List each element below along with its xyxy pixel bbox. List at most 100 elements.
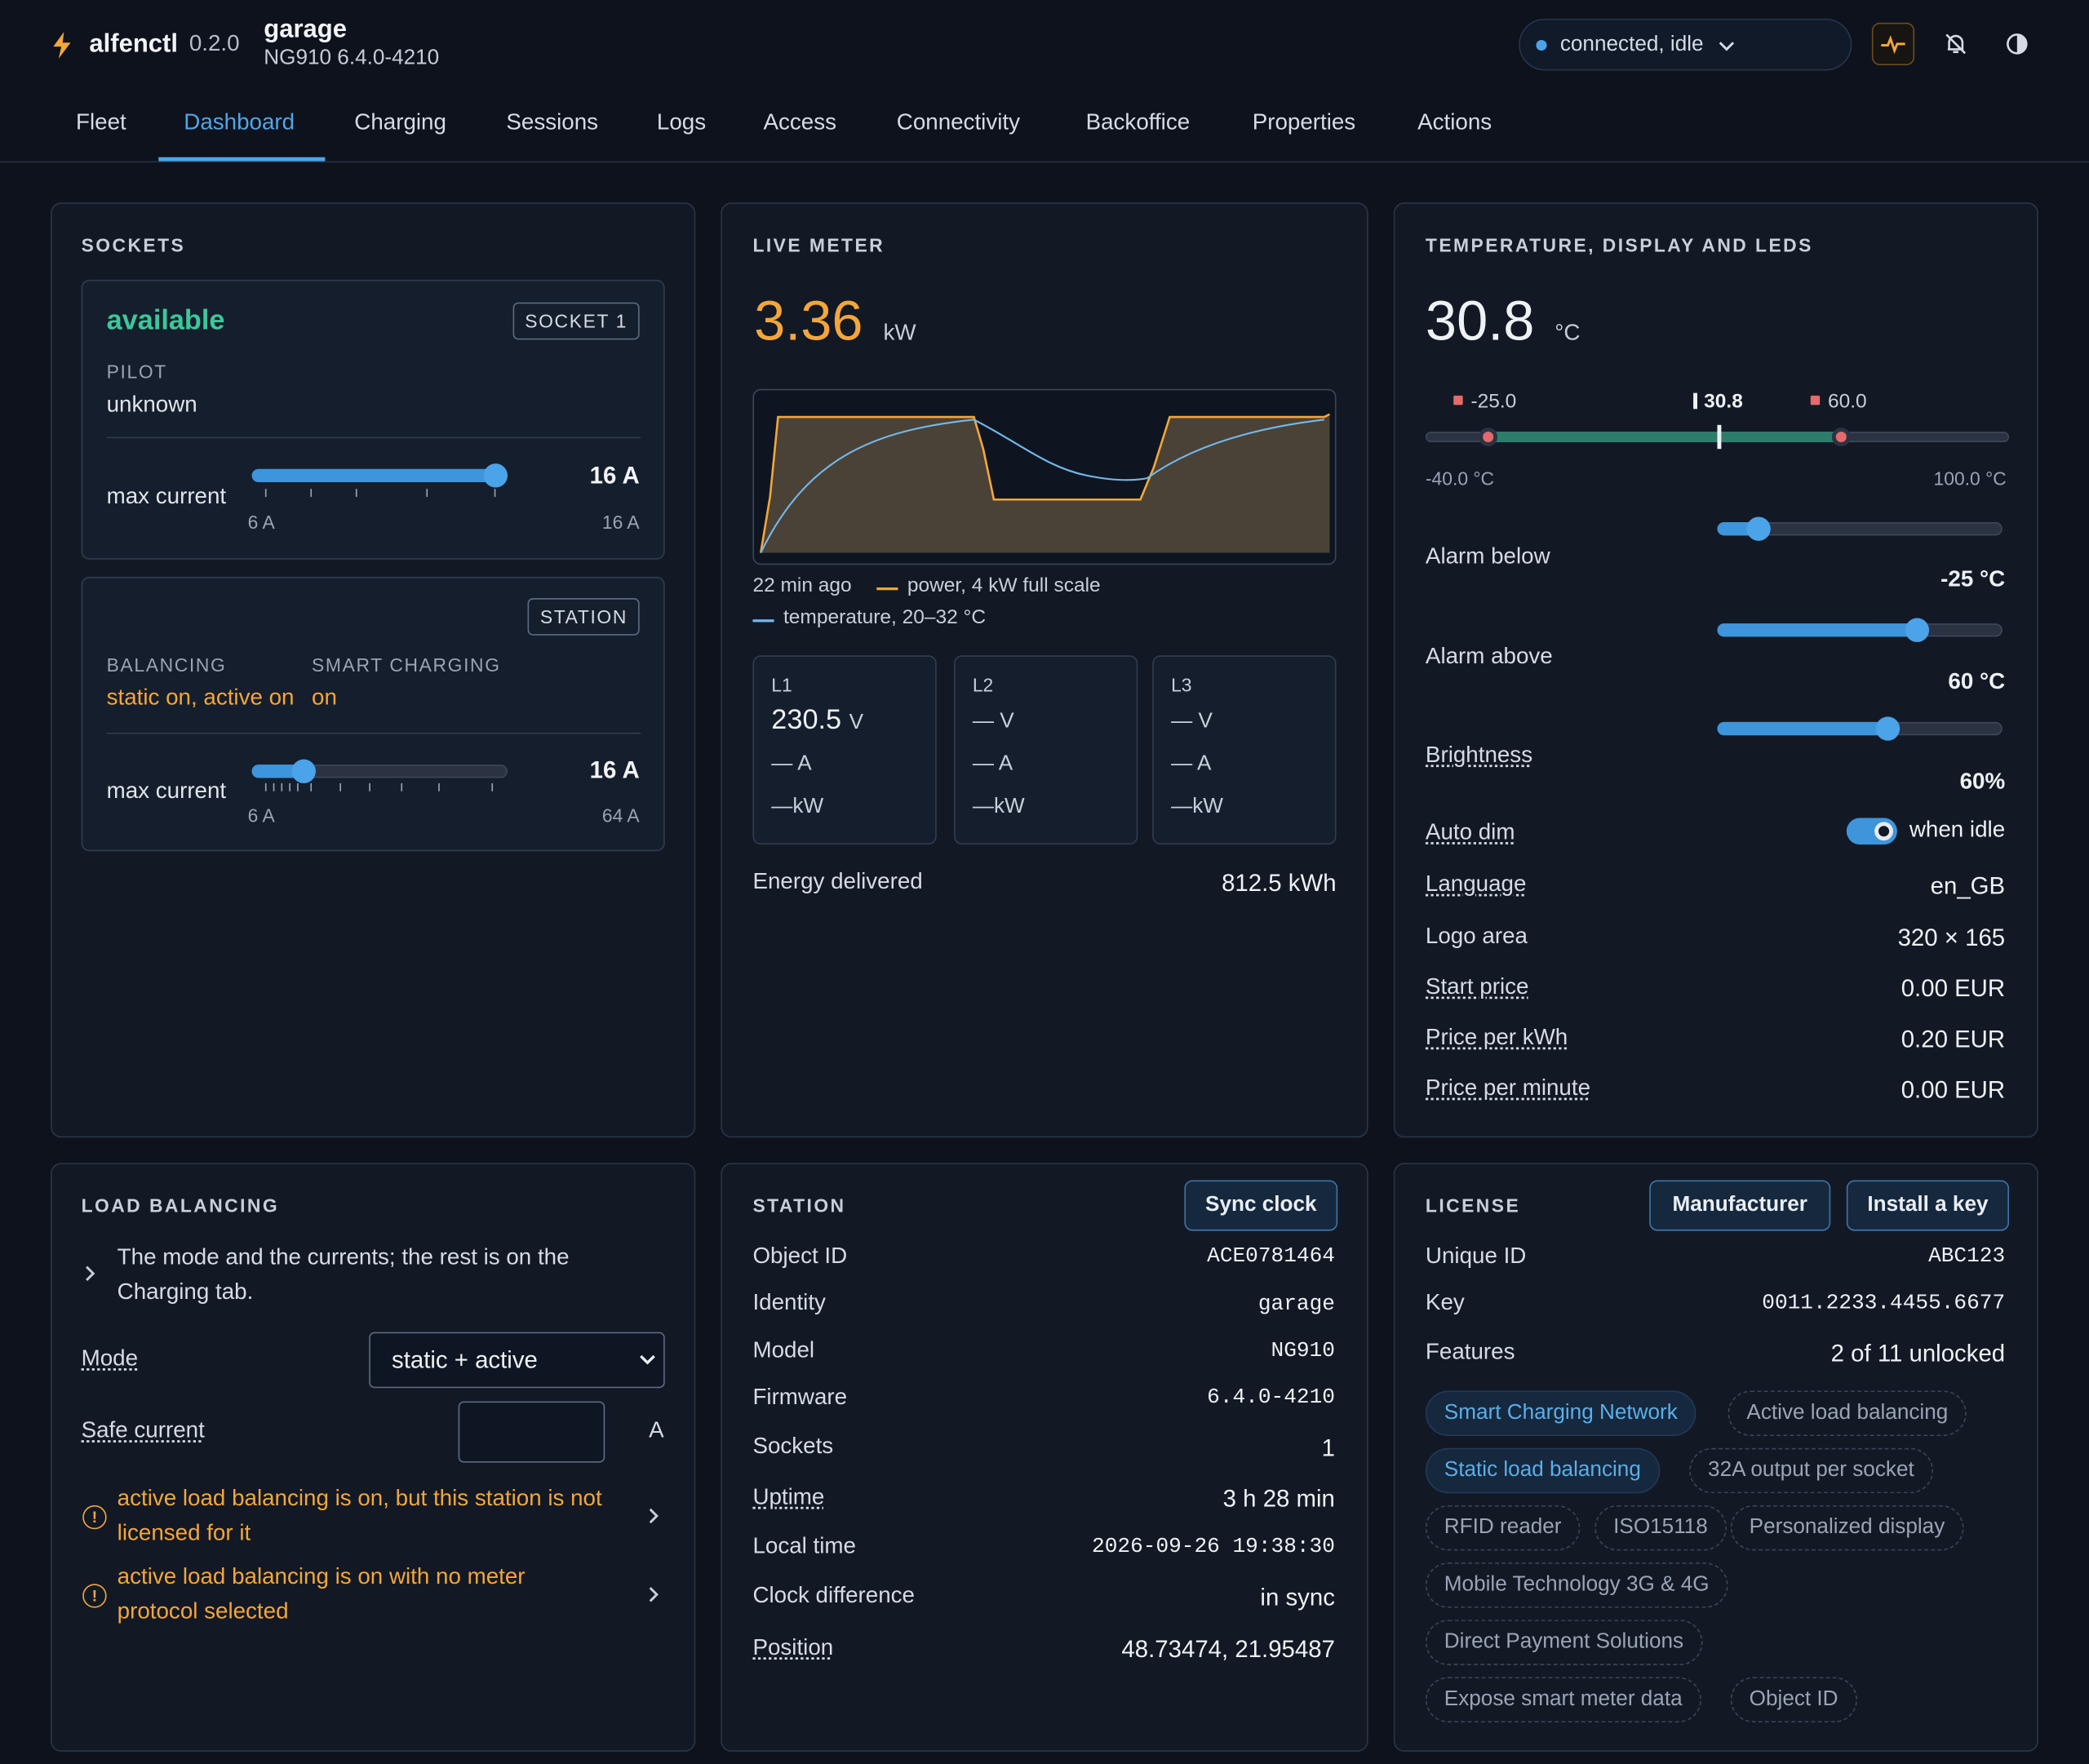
phase-voltage: — V: [973, 710, 1014, 734]
legend-temperature: temperature, 20–32 °C: [783, 605, 987, 629]
manufacturer-button[interactable]: Manufacturer: [1649, 1180, 1831, 1231]
divider: [106, 437, 641, 439]
slider-tick: [281, 782, 283, 791]
station-max-current-slider[interactable]: [251, 759, 508, 800]
alarm-below-slider[interactable]: [1717, 516, 2003, 541]
safe-current-unit: A: [649, 1417, 664, 1443]
pilot-value: unknown: [106, 391, 197, 418]
tab-backoffice[interactable]: Backoffice: [1085, 109, 1191, 135]
high-marker-swatch: [1810, 395, 1821, 406]
slider-tick: [289, 782, 291, 791]
top-bar: alfenctl 0.2.0 garage NG910 6.4.0-4210 c…: [0, 0, 2089, 93]
brightness-slider[interactable]: [1717, 716, 2003, 741]
tab-charging[interactable]: Charging: [354, 109, 446, 135]
tab-logs[interactable]: Logs: [656, 109, 707, 135]
slider-handle[interactable]: [1746, 516, 1771, 541]
socket-status: available: [106, 304, 225, 336]
app-version: 0.2.0: [188, 30, 240, 56]
power-area: [761, 414, 1330, 553]
high-alarm-marker: [1831, 428, 1851, 446]
uptime-value: 3 h 28 min: [1222, 1485, 1335, 1513]
voltage-value: —: [972, 710, 994, 733]
alarm-below-label: Alarm below: [1425, 543, 1550, 570]
language-label: Language: [1425, 871, 1527, 897]
alarm-above-label: Alarm above: [1425, 643, 1553, 669]
voltage-unit: V: [849, 711, 864, 734]
feature-chip: Expose smart meter data: [1425, 1677, 1701, 1723]
mode-label: Mode: [81, 1345, 139, 1371]
notifications-button[interactable]: [1935, 23, 1977, 65]
slider-handle[interactable]: [1875, 716, 1901, 741]
chevron-down-icon: [1719, 41, 1734, 51]
slider-min-label: 6 A: [247, 804, 275, 827]
energy-label: Energy delivered: [752, 868, 923, 894]
install-key-button[interactable]: Install a key: [1846, 1180, 2010, 1231]
card-title: TEMPERATURE, DISPLAY AND LEDS: [1425, 234, 1813, 256]
phase-l1-card: L1 230.5 V — A —kW: [752, 655, 937, 845]
tab-sessions[interactable]: Sessions: [506, 109, 599, 135]
voltage-unit: V: [1198, 710, 1213, 733]
sockets-card: SOCKETS available SOCKET 1 PILOT unknown…: [51, 202, 696, 1138]
low-marker-swatch: [1453, 395, 1463, 406]
slider-handle[interactable]: [483, 463, 508, 488]
slider-tick: [426, 489, 428, 497]
card-title: STATION: [752, 1194, 846, 1217]
socket-max-current-slider[interactable]: [251, 463, 508, 503]
current-marker: 30.8: [1704, 390, 1743, 414]
tab-actions[interactable]: Actions: [1417, 109, 1492, 135]
price-per-minute-label: Price per minute: [1425, 1075, 1591, 1101]
object-id-label: Object ID: [752, 1243, 848, 1269]
card-title: LICENSE: [1425, 1194, 1521, 1217]
tab-access[interactable]: Access: [763, 109, 836, 135]
key-value: 0011.2233.4455.6677: [1762, 1291, 2006, 1315]
chevron-right-icon[interactable]: [84, 1264, 97, 1283]
live-meter-card: LIVE METER 3.36 kW 22 min ago power, 4 k…: [721, 202, 1368, 1138]
features-label: Features: [1425, 1338, 1515, 1364]
socket-1-panel: available SOCKET 1 PILOT unknown max cur…: [81, 279, 665, 560]
temperature-card: TEMPERATURE, DISPLAY AND LEDS 30.8 °C -2…: [1393, 202, 2038, 1138]
activity-button[interactable]: [1871, 22, 1915, 65]
warning-row[interactable]: ! active load balancing is on with no me…: [82, 1558, 668, 1632]
slider-fill: [251, 468, 505, 483]
max-current-label: max current: [106, 483, 227, 509]
sockets-label: Sockets: [752, 1433, 834, 1459]
feature-chip: Smart Charging Network: [1425, 1390, 1696, 1436]
slider-fill: [1717, 721, 1888, 736]
connection-status-dropdown[interactable]: connected, idle: [1519, 18, 1852, 71]
divider: [106, 732, 641, 734]
logo-area-value: 320 × 165: [1897, 924, 2006, 951]
tab-properties[interactable]: Properties: [1252, 109, 1356, 135]
safe-current-input[interactable]: [458, 1401, 605, 1463]
slider-handle[interactable]: [291, 759, 316, 783]
active-tab-indicator: [158, 157, 326, 162]
auto-dim-label: Auto dim: [1425, 819, 1515, 845]
tab-dashboard[interactable]: Dashboard: [184, 109, 295, 135]
chart-svg: [759, 413, 1330, 554]
station-name: garage: [264, 16, 347, 44]
phase-l3-card: L3 — V — A —kW: [1152, 655, 1337, 845]
sync-clock-button[interactable]: Sync clock: [1184, 1180, 1338, 1231]
mode-select[interactable]: static + active: [369, 1332, 665, 1389]
tab-fleet[interactable]: Fleet: [76, 109, 126, 135]
power-temperature-chart: [752, 388, 1337, 565]
slider-tick: [438, 782, 440, 791]
voltage-unit: V: [1000, 710, 1014, 733]
tab-connectivity[interactable]: Connectivity: [896, 109, 1020, 135]
slider-handle[interactable]: [1905, 618, 1930, 642]
auto-dim-toggle[interactable]: [1846, 818, 1897, 845]
slider-tick: [491, 782, 494, 791]
firmware-value: 6.4.0-4210: [1207, 1385, 1335, 1410]
feature-chip: Direct Payment Solutions: [1425, 1620, 1702, 1665]
slider-tick: [264, 782, 267, 791]
slider-tick: [264, 489, 267, 497]
card-title: SOCKETS: [81, 234, 186, 256]
alarm-above-slider[interactable]: [1717, 618, 2003, 642]
warning-icon: !: [82, 1584, 107, 1608]
theme-toggle-button[interactable]: [1996, 23, 2038, 65]
warning-icon: !: [82, 1505, 107, 1530]
slider-max-label: 64 A: [601, 804, 640, 827]
range-max-label: 100.0 °C: [1933, 468, 2007, 490]
warning-row[interactable]: ! active load balancing is on, but this …: [82, 1478, 668, 1553]
phase-name: L1: [771, 674, 792, 696]
clock-difference-label: Clock difference: [752, 1582, 915, 1608]
